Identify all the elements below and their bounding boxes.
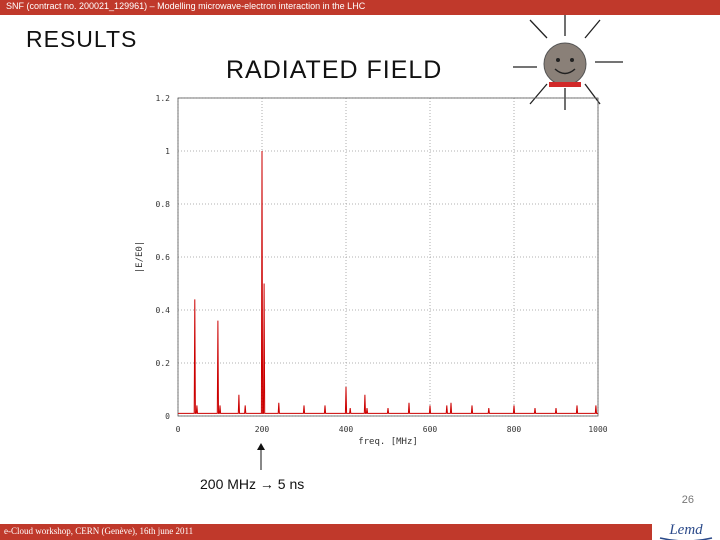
header-bar: SNF (contract no. 200021_129961) – Model… xyxy=(0,0,720,15)
y-tick-label: 0.2 xyxy=(156,359,171,368)
x-tick-label: 1000 xyxy=(588,425,607,434)
x-tick-labels: 0 200 400 600 800 1000 xyxy=(176,425,608,434)
y-tick-label: 1 xyxy=(165,147,170,156)
x-axis-label: freq. [MHz] xyxy=(358,437,418,447)
y-tick-label: 0 xyxy=(165,412,170,421)
logo-text: Lemd xyxy=(668,522,703,538)
x-tick-label: 400 xyxy=(339,425,354,434)
header-text: SNF (contract no. 200021_129961) – Model… xyxy=(6,1,366,11)
x-tick-label: 800 xyxy=(507,425,522,434)
y-tick-label: 0.4 xyxy=(156,306,171,315)
chart-grid xyxy=(177,97,599,417)
x-tick-label: 600 xyxy=(423,425,438,434)
y-tick-label: 1.2 xyxy=(156,94,171,103)
arrow-up-icon xyxy=(257,443,265,470)
lemd-logo: Lemd xyxy=(656,518,716,540)
page-number: 26 xyxy=(681,494,694,506)
smiley-sun-icon xyxy=(513,15,623,110)
section-label: RESULTS xyxy=(26,26,138,52)
chart-axes xyxy=(177,97,599,417)
annotation: 200 MHz → 5 ns xyxy=(200,476,305,492)
field-spectrum-line xyxy=(178,150,598,414)
footer-text: e-Cloud workshop, CERN (Genève), 16th ju… xyxy=(4,526,194,536)
x-tick-label: 200 xyxy=(255,425,270,434)
y-axis-label: |E/E0| xyxy=(135,241,145,274)
y-tick-labels: 0 0.2 0.4 0.6 0.8 1 1.2 xyxy=(156,94,171,421)
y-tick-label: 0.6 xyxy=(156,253,171,262)
slide-title: RADIATED FIELD xyxy=(226,56,443,84)
radiated-field-chart: 0 0.2 0.4 0.6 0.8 1 1.2 0 200 400 600 800 1000 |E/E… xyxy=(135,94,608,447)
x-tick-label: 0 xyxy=(176,425,181,434)
plot-frame xyxy=(177,97,599,417)
footer-bar: e-Cloud workshop, CERN (Genève), 16th ju… xyxy=(0,524,652,540)
y-tick-label: 0.8 xyxy=(156,200,171,209)
